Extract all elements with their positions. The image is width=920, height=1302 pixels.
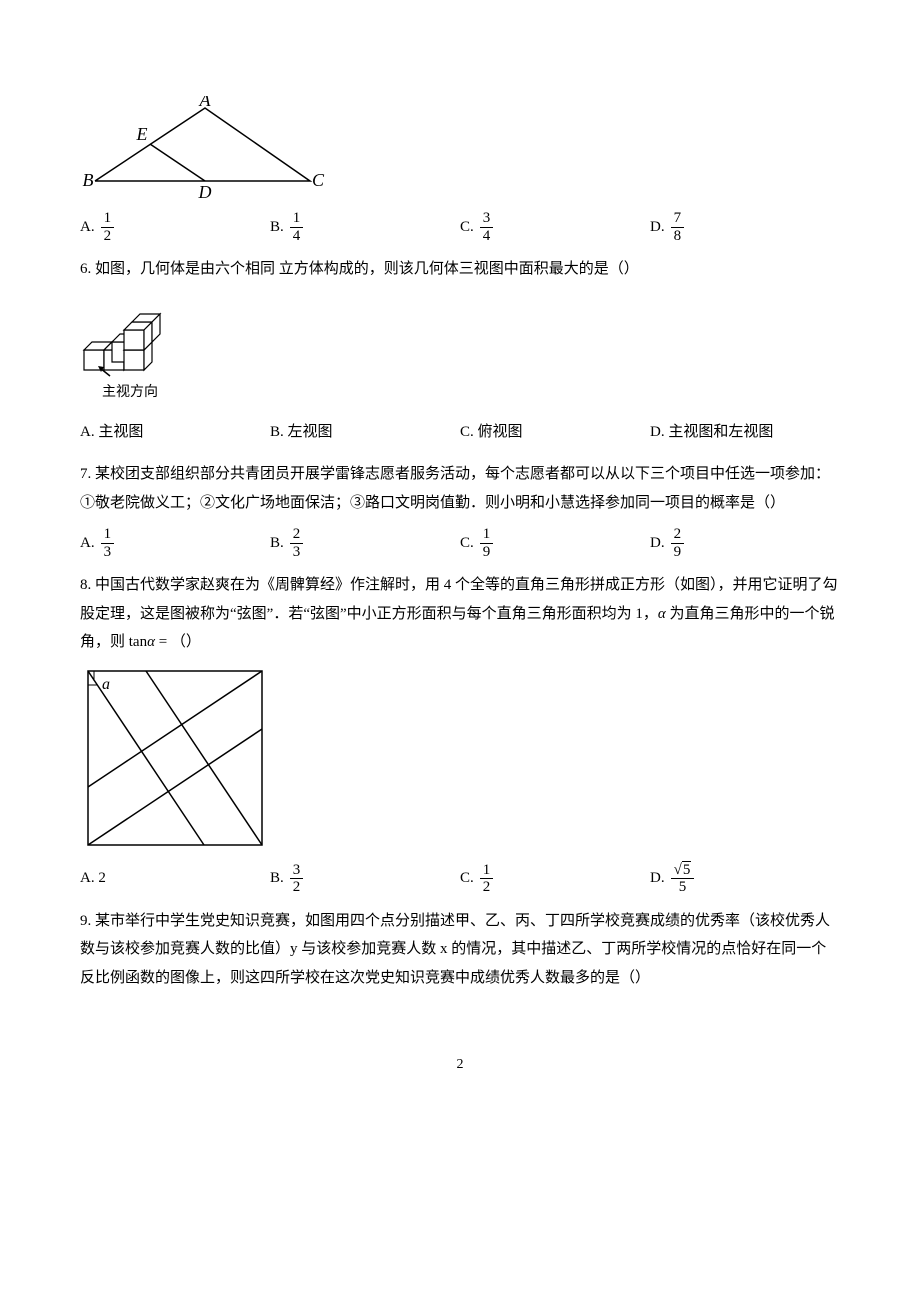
q6-option-D[interactable]: D. 主视图和左视图: [650, 412, 840, 452]
q7-options: A. 13 B. 23 C. 19 D. 29: [80, 523, 840, 563]
fraction: 34: [480, 210, 494, 244]
q6-options: A. 主视图 B. 左视图 C. 俯视图 D. 主视图和左视图: [80, 412, 840, 452]
q7-option-D[interactable]: D. 29: [650, 523, 840, 563]
q8: 8. 中国古代数学家赵爽在为《周髀算经》作注解时，用 4 个全等的直角三角形拼成…: [80, 571, 840, 899]
option-label: D.: [650, 213, 665, 242]
option-label: C.: [460, 529, 474, 558]
q8-options: A. 2 B. 32 C. 12 D. √5 5: [80, 859, 840, 899]
q5-triangle-svg: A B C D E: [80, 96, 330, 201]
fraction: 13: [101, 526, 115, 560]
q6-text: 6. 如图，几何体是由六个相同 立方体构成的，则该几何体三视图中面积最大的是（）: [80, 255, 840, 284]
label-B: B: [83, 170, 94, 190]
q9: 9. 某市举行中学生党史知识竞赛，如图用四个点分别描述甲、乙、丙、丁四所学校竞赛…: [80, 907, 840, 993]
alpha-label: a: [102, 676, 110, 693]
option-label: C.: [460, 213, 474, 242]
q8-option-A[interactable]: A. 2: [80, 859, 270, 899]
fraction: 23: [290, 526, 304, 560]
label-C: C: [312, 170, 325, 190]
q7-option-C[interactable]: C. 19: [460, 523, 650, 563]
label-E: E: [136, 124, 148, 144]
fraction: 14: [290, 210, 304, 244]
q5-figure: A B C D E: [80, 96, 840, 201]
q8-option-C[interactable]: C. 12: [460, 859, 650, 899]
fraction: 32: [290, 862, 304, 896]
q5-option-A[interactable]: A. 12: [80, 207, 270, 247]
q6-option-B[interactable]: B. 左视图: [270, 412, 460, 452]
option-label: C.: [460, 864, 474, 893]
q6: 6. 如图，几何体是由六个相同 立方体构成的，则该几何体三视图中面积最大的是（）: [80, 255, 840, 452]
option-label: D.: [650, 529, 665, 558]
option-label: D.: [650, 864, 665, 893]
fraction: 19: [480, 526, 494, 560]
page-number: 2: [80, 1052, 840, 1079]
q6-option-C[interactable]: C. 俯视图: [460, 412, 650, 452]
q6-figure: 主视方向: [80, 290, 840, 407]
q5-option-D[interactable]: D. 78: [650, 207, 840, 247]
fraction: 29: [671, 526, 685, 560]
fraction: √5 5: [671, 862, 695, 896]
option-label: B.: [270, 864, 284, 893]
label-A: A: [199, 96, 212, 110]
option-label: A.: [80, 529, 95, 558]
label-D: D: [198, 182, 212, 201]
q6-caption: 主视方向: [80, 380, 840, 407]
q8-option-B[interactable]: B. 32: [270, 859, 460, 899]
q5-option-C[interactable]: C. 34: [460, 207, 650, 247]
q5-option-B[interactable]: B. 14: [270, 207, 460, 247]
q7-option-A[interactable]: A. 13: [80, 523, 270, 563]
q7-option-B[interactable]: B. 23: [270, 523, 460, 563]
q5-options: A. 12 B. 14 C. 34 D. 78: [80, 207, 840, 247]
option-label: B.: [270, 529, 284, 558]
q8-figure: a: [80, 663, 840, 853]
q8-text: 8. 中国古代数学家赵爽在为《周髀算经》作注解时，用 4 个全等的直角三角形拼成…: [80, 571, 840, 657]
fraction: 12: [480, 862, 494, 896]
q6-option-A[interactable]: A. 主视图: [80, 412, 270, 452]
q7: 7. 某校团支部组织部分共青团员开展学雷锋志愿者服务活动，每个志愿者都可以从以下…: [80, 460, 840, 563]
option-label: A.: [80, 213, 95, 242]
q7-text: 7. 某校团支部组织部分共青团员开展学雷锋志愿者服务活动，每个志愿者都可以从以下…: [80, 460, 840, 517]
q9-text: 9. 某市举行中学生党史知识竞赛，如图用四个点分别描述甲、乙、丙、丁四所学校竞赛…: [80, 907, 840, 993]
fraction: 12: [101, 210, 115, 244]
fraction: 78: [671, 210, 685, 244]
option-label: B.: [270, 213, 284, 242]
q8-option-D[interactable]: D. √5 5: [650, 859, 840, 899]
